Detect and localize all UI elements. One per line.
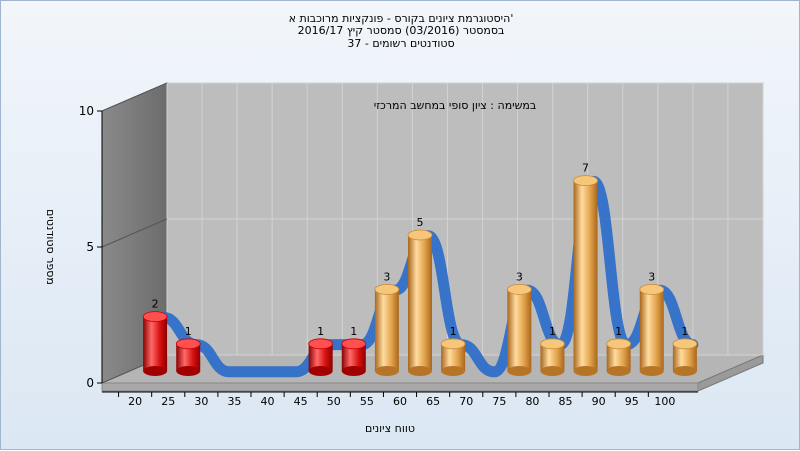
bar-base: [143, 366, 168, 376]
bar-base: [573, 366, 598, 376]
bar-80: 1: [540, 325, 565, 376]
bar-top: [175, 338, 201, 350]
bar-base: [308, 366, 333, 376]
x-tick-label: 70: [459, 395, 473, 408]
bar-base: [639, 366, 664, 376]
bar-value-label: 7: [582, 162, 589, 175]
x-tick-label: 30: [194, 395, 208, 408]
x-tick-label: 85: [559, 395, 573, 408]
x-tick-label: 25: [161, 395, 175, 408]
bar-top: [341, 338, 367, 350]
bar-65: 1: [440, 325, 466, 376]
bar-45: 1: [308, 325, 334, 376]
bar-top: [540, 338, 565, 350]
bar-85: 7: [573, 162, 598, 376]
bar-100: 1: [672, 325, 698, 376]
bar-top: [639, 283, 665, 295]
y-axis-title: מספר סטודנטים: [44, 209, 57, 285]
x-tick-label: 60: [393, 395, 407, 408]
bar-body: [143, 316, 168, 371]
bar-body: [573, 180, 598, 371]
bar-top: [573, 175, 598, 187]
bar-top: [407, 229, 433, 241]
bar-body: [639, 289, 664, 371]
x-tick-label: 80: [525, 395, 539, 408]
grid-line-side: [101, 82, 168, 112]
bar-value-label: 1: [549, 325, 556, 338]
bar-base: [176, 366, 201, 376]
chart-subtitle: במשימה : ציון סופי במחשב המרכזי: [374, 99, 537, 112]
x-tick-label: 65: [426, 395, 440, 408]
bar-value-label: 3: [516, 270, 523, 283]
x-axis-title: טווח ציונים: [365, 422, 415, 435]
plot-floor: [101, 354, 764, 384]
x-tick-label: 75: [492, 395, 506, 408]
bar-base: [507, 366, 532, 376]
x-tick-label: 95: [625, 395, 639, 408]
bar-body: [408, 235, 432, 371]
bar-top: [606, 338, 632, 350]
bar-base: [606, 366, 631, 376]
bar-value-label: 1: [350, 325, 357, 338]
x-tick-label: 40: [261, 395, 275, 408]
x-tick-label: 45: [294, 395, 308, 408]
x-tick-label: 20: [128, 395, 142, 408]
bar-base: [374, 366, 399, 376]
bar-base: [672, 366, 697, 376]
bar-20: 2: [142, 298, 168, 376]
bar-top: [374, 283, 400, 295]
bar-value-label: 5: [417, 216, 424, 229]
plot-floor-front: [101, 382, 699, 392]
bar-base: [441, 366, 466, 376]
y-tick-label: 5: [86, 240, 94, 254]
y-tick-label: 0: [86, 376, 94, 390]
x-tick-label: 50: [327, 395, 341, 408]
bar-50: 1: [341, 325, 367, 376]
chart-title-line-1: היסטוגרמת ציונים בקורס - פונקציות מרוכבו…: [288, 12, 514, 25]
bar-75: 3: [506, 270, 532, 376]
bar-value-label: 1: [185, 325, 192, 338]
bar-90: 1: [606, 325, 632, 376]
bar-60: 5: [407, 216, 433, 376]
chart-title-line-2: בסמסטר (03/2016) סמסטר קיץ 2016/17: [297, 24, 505, 37]
y-tick-label: 10: [79, 104, 94, 118]
bar-body: [507, 289, 532, 371]
bar-base: [341, 366, 366, 376]
bar-value-label: 1: [450, 325, 457, 338]
bar-base: [408, 366, 432, 376]
bar-25: 1: [175, 325, 201, 376]
bar-value-label: 1: [681, 325, 688, 338]
bar-value-label: 1: [317, 325, 324, 338]
grid-line-side: [101, 218, 168, 248]
bar-value-label: 3: [383, 270, 390, 283]
bar-55: 3: [374, 270, 400, 376]
bar-top: [672, 338, 698, 350]
bar-top: [440, 338, 466, 350]
bar-body: [374, 289, 399, 371]
bar-value-label: 2: [152, 298, 159, 311]
bar-base: [540, 366, 565, 376]
x-tick-label: 100: [654, 395, 675, 408]
x-tick-label: 35: [227, 395, 241, 408]
bar-top: [308, 338, 334, 350]
bar-value-label: 1: [615, 325, 622, 338]
chart-title-line-3: סטודנטים רשומים - 37: [347, 37, 455, 50]
bar-value-label: 3: [648, 270, 655, 283]
bar-top: [506, 283, 532, 295]
bar-95: 3: [639, 270, 665, 376]
x-tick-label: 55: [360, 395, 374, 408]
x-tick-label: 90: [592, 395, 606, 408]
bar-top: [142, 311, 168, 323]
